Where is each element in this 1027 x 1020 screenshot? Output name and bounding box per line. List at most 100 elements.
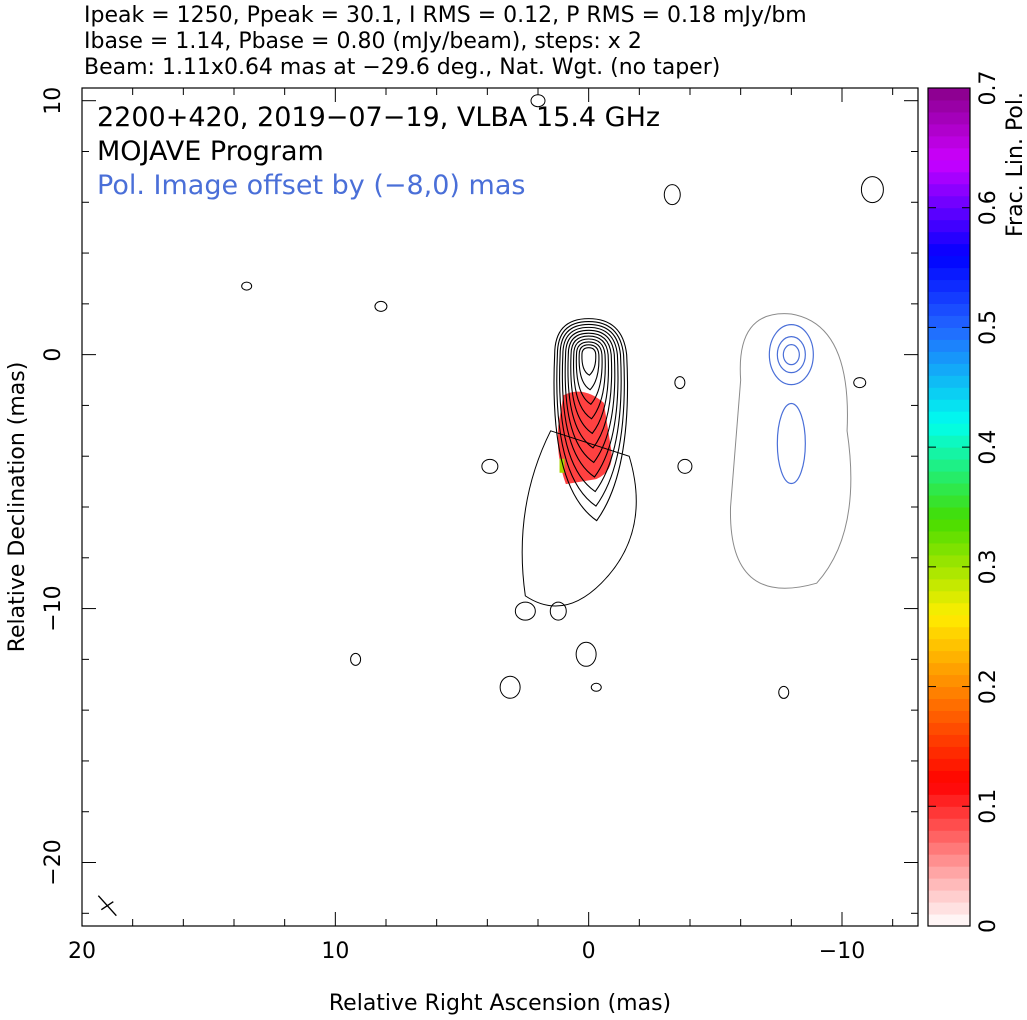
colorbar-segment	[928, 638, 970, 652]
colorbar-segment	[928, 518, 970, 532]
colorbar-segment	[928, 818, 970, 831]
colorbar-segment	[928, 770, 970, 783]
colorbar-segment	[928, 746, 970, 759]
plot-frame	[81, 87, 919, 927]
colorbar-segment	[928, 710, 970, 723]
noise-contour	[674, 376, 686, 390]
colorbar-segment	[928, 243, 970, 257]
colorbar-tick-label: 0.3	[976, 549, 1001, 584]
colorbar-segment	[928, 602, 970, 616]
colorbar-segment	[928, 123, 970, 137]
intensity-contour	[572, 338, 606, 420]
colorbar-segment	[928, 88, 970, 101]
colorbar-segment	[928, 722, 970, 735]
header-beam-info: Beam: 1.11x0.64 mas at −29.6 deg., Nat. …	[84, 55, 721, 80]
colorbar-segment	[928, 435, 970, 448]
colorbar-segment	[928, 351, 970, 364]
colorbar-segment	[928, 878, 970, 891]
noise-contour	[350, 652, 362, 666]
noise-contour	[575, 641, 597, 667]
colorbar-segment	[928, 447, 970, 460]
noise-contour	[499, 675, 521, 699]
colorbar-segment	[928, 902, 970, 915]
noise-contour	[778, 685, 790, 699]
colorbar-segment	[928, 866, 970, 879]
x-tick-label: 0	[582, 939, 596, 964]
intensity-contour	[570, 335, 610, 435]
colorbar-segment	[928, 111, 970, 125]
colorbar-segment	[928, 279, 970, 293]
colorbar-segment	[928, 758, 970, 771]
intensity-contour	[553, 318, 629, 522]
colorbar-segment	[928, 219, 970, 233]
colorbar-segment	[928, 578, 970, 592]
intensity-contour	[556, 320, 625, 507]
colorbar-segment	[928, 542, 970, 556]
x-tick-label: 10	[321, 939, 349, 964]
pol-core-contour	[776, 336, 806, 374]
y-tick-label: 0	[41, 348, 66, 362]
colorbar-segment	[928, 495, 970, 508]
colorbar-segment	[928, 207, 970, 221]
colorbar-segment	[928, 914, 970, 927]
colorbar-segment	[928, 255, 970, 269]
colorbar-segment	[928, 459, 970, 472]
noise-contour	[514, 601, 536, 621]
frac-pol-edge-pixel	[559, 458, 565, 473]
intensity-contour	[581, 347, 597, 376]
colorbar-segment	[928, 231, 970, 245]
colorbar-tick-label: 0.4	[976, 430, 1001, 465]
noise-contour	[374, 300, 388, 312]
colorbar-segment	[928, 698, 970, 712]
colorbar-segment	[928, 507, 970, 520]
colorbar-segment	[928, 267, 970, 281]
pol-core-contour	[768, 324, 814, 386]
colorbar-segment	[928, 303, 970, 316]
colorbar-segment	[928, 471, 970, 484]
colorbar-segment	[928, 890, 970, 903]
intensity-contour	[564, 329, 616, 464]
colorbar-label: Frac. Lin. Pol.	[1003, 92, 1027, 237]
noise-contour	[860, 176, 884, 204]
colorbar-tick-label: 0.7	[976, 71, 1001, 106]
pol-offset-note: Pol. Image offset by (−8,0) mas	[97, 170, 526, 201]
source-title: 2200+420, 2019−07−19, VLBA 15.4 GHz	[97, 102, 661, 133]
colorbar-segment	[928, 650, 970, 664]
colorbar-segment	[928, 662, 970, 676]
x-tick-label: −10	[819, 939, 865, 964]
colorbar-segment	[928, 375, 970, 388]
colorbar-segment	[928, 315, 970, 328]
colorbar-segment	[928, 183, 970, 197]
frac-pol-fill	[557, 391, 612, 485]
intensity-contour	[559, 323, 622, 493]
colorbar-segment	[928, 530, 970, 544]
pol-core-contour	[782, 344, 800, 366]
colorbar-segment	[928, 399, 970, 412]
colorbar-segment	[928, 554, 970, 568]
noise-contour	[663, 184, 681, 206]
colorbar-segment	[928, 686, 970, 700]
colorbar-tick-label: 0.5	[976, 310, 1001, 345]
intensity-contour	[567, 332, 613, 449]
colorbar-segment	[928, 566, 970, 580]
colorbar-segment	[928, 674, 970, 688]
colorbar-segment	[928, 387, 970, 400]
colorbar-segment	[928, 830, 970, 843]
colorbar-segment	[928, 411, 970, 424]
beam-minor-axis	[100, 901, 114, 911]
colorbar-segment	[928, 339, 970, 352]
colorbar-tick-label: 0.2	[976, 669, 1001, 704]
program-label: MOJAVE Program	[97, 136, 324, 167]
colorbar-segment	[928, 842, 970, 855]
colorbar-segment	[928, 626, 970, 640]
colorbar-segment	[928, 327, 970, 340]
colorbar-segment	[928, 806, 970, 819]
colorbar-segment	[928, 614, 970, 628]
noise-contour	[549, 601, 567, 621]
colorbar-segment	[928, 854, 970, 867]
pol-outer-contour	[730, 313, 852, 589]
x-tick-label: 20	[68, 939, 96, 964]
colorbar-segment	[928, 734, 970, 747]
